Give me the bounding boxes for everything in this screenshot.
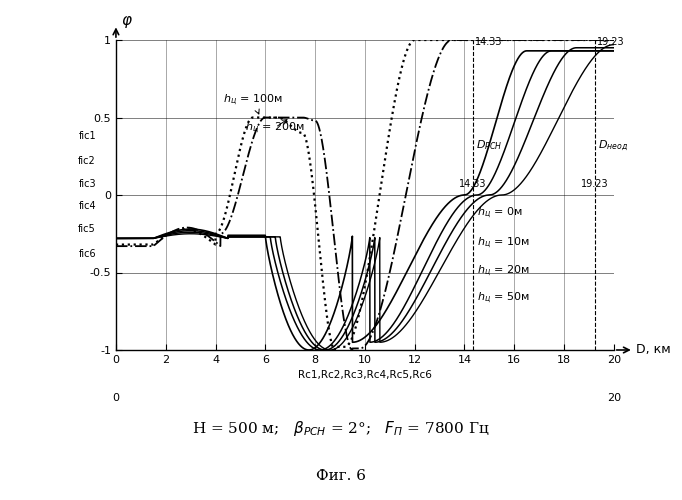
Text: fic2: fic2 (78, 156, 96, 166)
Text: $h_{ц}$ = 10м: $h_{ц}$ = 10м (477, 235, 529, 250)
Text: Фиг. 6: Фиг. 6 (316, 469, 366, 483)
Text: $h_{ц}$ = 100м: $h_{ц}$ = 100м (223, 92, 282, 114)
Text: 14.33: 14.33 (459, 180, 486, 189)
Text: fic4: fic4 (78, 201, 96, 211)
Text: $h_{ц}$ = 200м: $h_{ц}$ = 200м (246, 120, 305, 135)
Text: $h_{ц}$ = 0м: $h_{ц}$ = 0м (477, 206, 522, 220)
Text: $D_{РСН}$: $D_{РСН}$ (477, 138, 503, 152)
Text: 19.23: 19.23 (597, 36, 625, 46)
Text: D, км: D, км (636, 344, 671, 356)
Text: 20: 20 (607, 393, 621, 403)
Text: 0: 0 (113, 393, 119, 403)
Text: fic3: fic3 (78, 179, 96, 189)
Text: fic6: fic6 (78, 249, 96, 259)
Text: φ: φ (121, 12, 131, 28)
Text: $h_{ц}$ = 20м: $h_{ц}$ = 20м (477, 262, 529, 278)
Text: $D_{неод}$: $D_{неод}$ (598, 139, 629, 154)
Text: fic1: fic1 (78, 131, 96, 141)
Text: H = 500 м;   $\beta_{РСН}$ = 2°;   $F_{П}$ = 7800 Гц: H = 500 м; $\beta_{РСН}$ = 2°; $F_{П}$ =… (192, 418, 490, 438)
Text: 14.33: 14.33 (475, 36, 503, 46)
Text: 19.23: 19.23 (581, 180, 608, 189)
Text: fic5: fic5 (78, 224, 96, 234)
Text: $h_{ц}$ = 50м: $h_{ц}$ = 50м (477, 290, 529, 306)
Text: Rc1,Rc2,Rc3,Rc4,Rc5,Rc6: Rc1,Rc2,Rc3,Rc4,Rc5,Rc6 (298, 370, 432, 380)
